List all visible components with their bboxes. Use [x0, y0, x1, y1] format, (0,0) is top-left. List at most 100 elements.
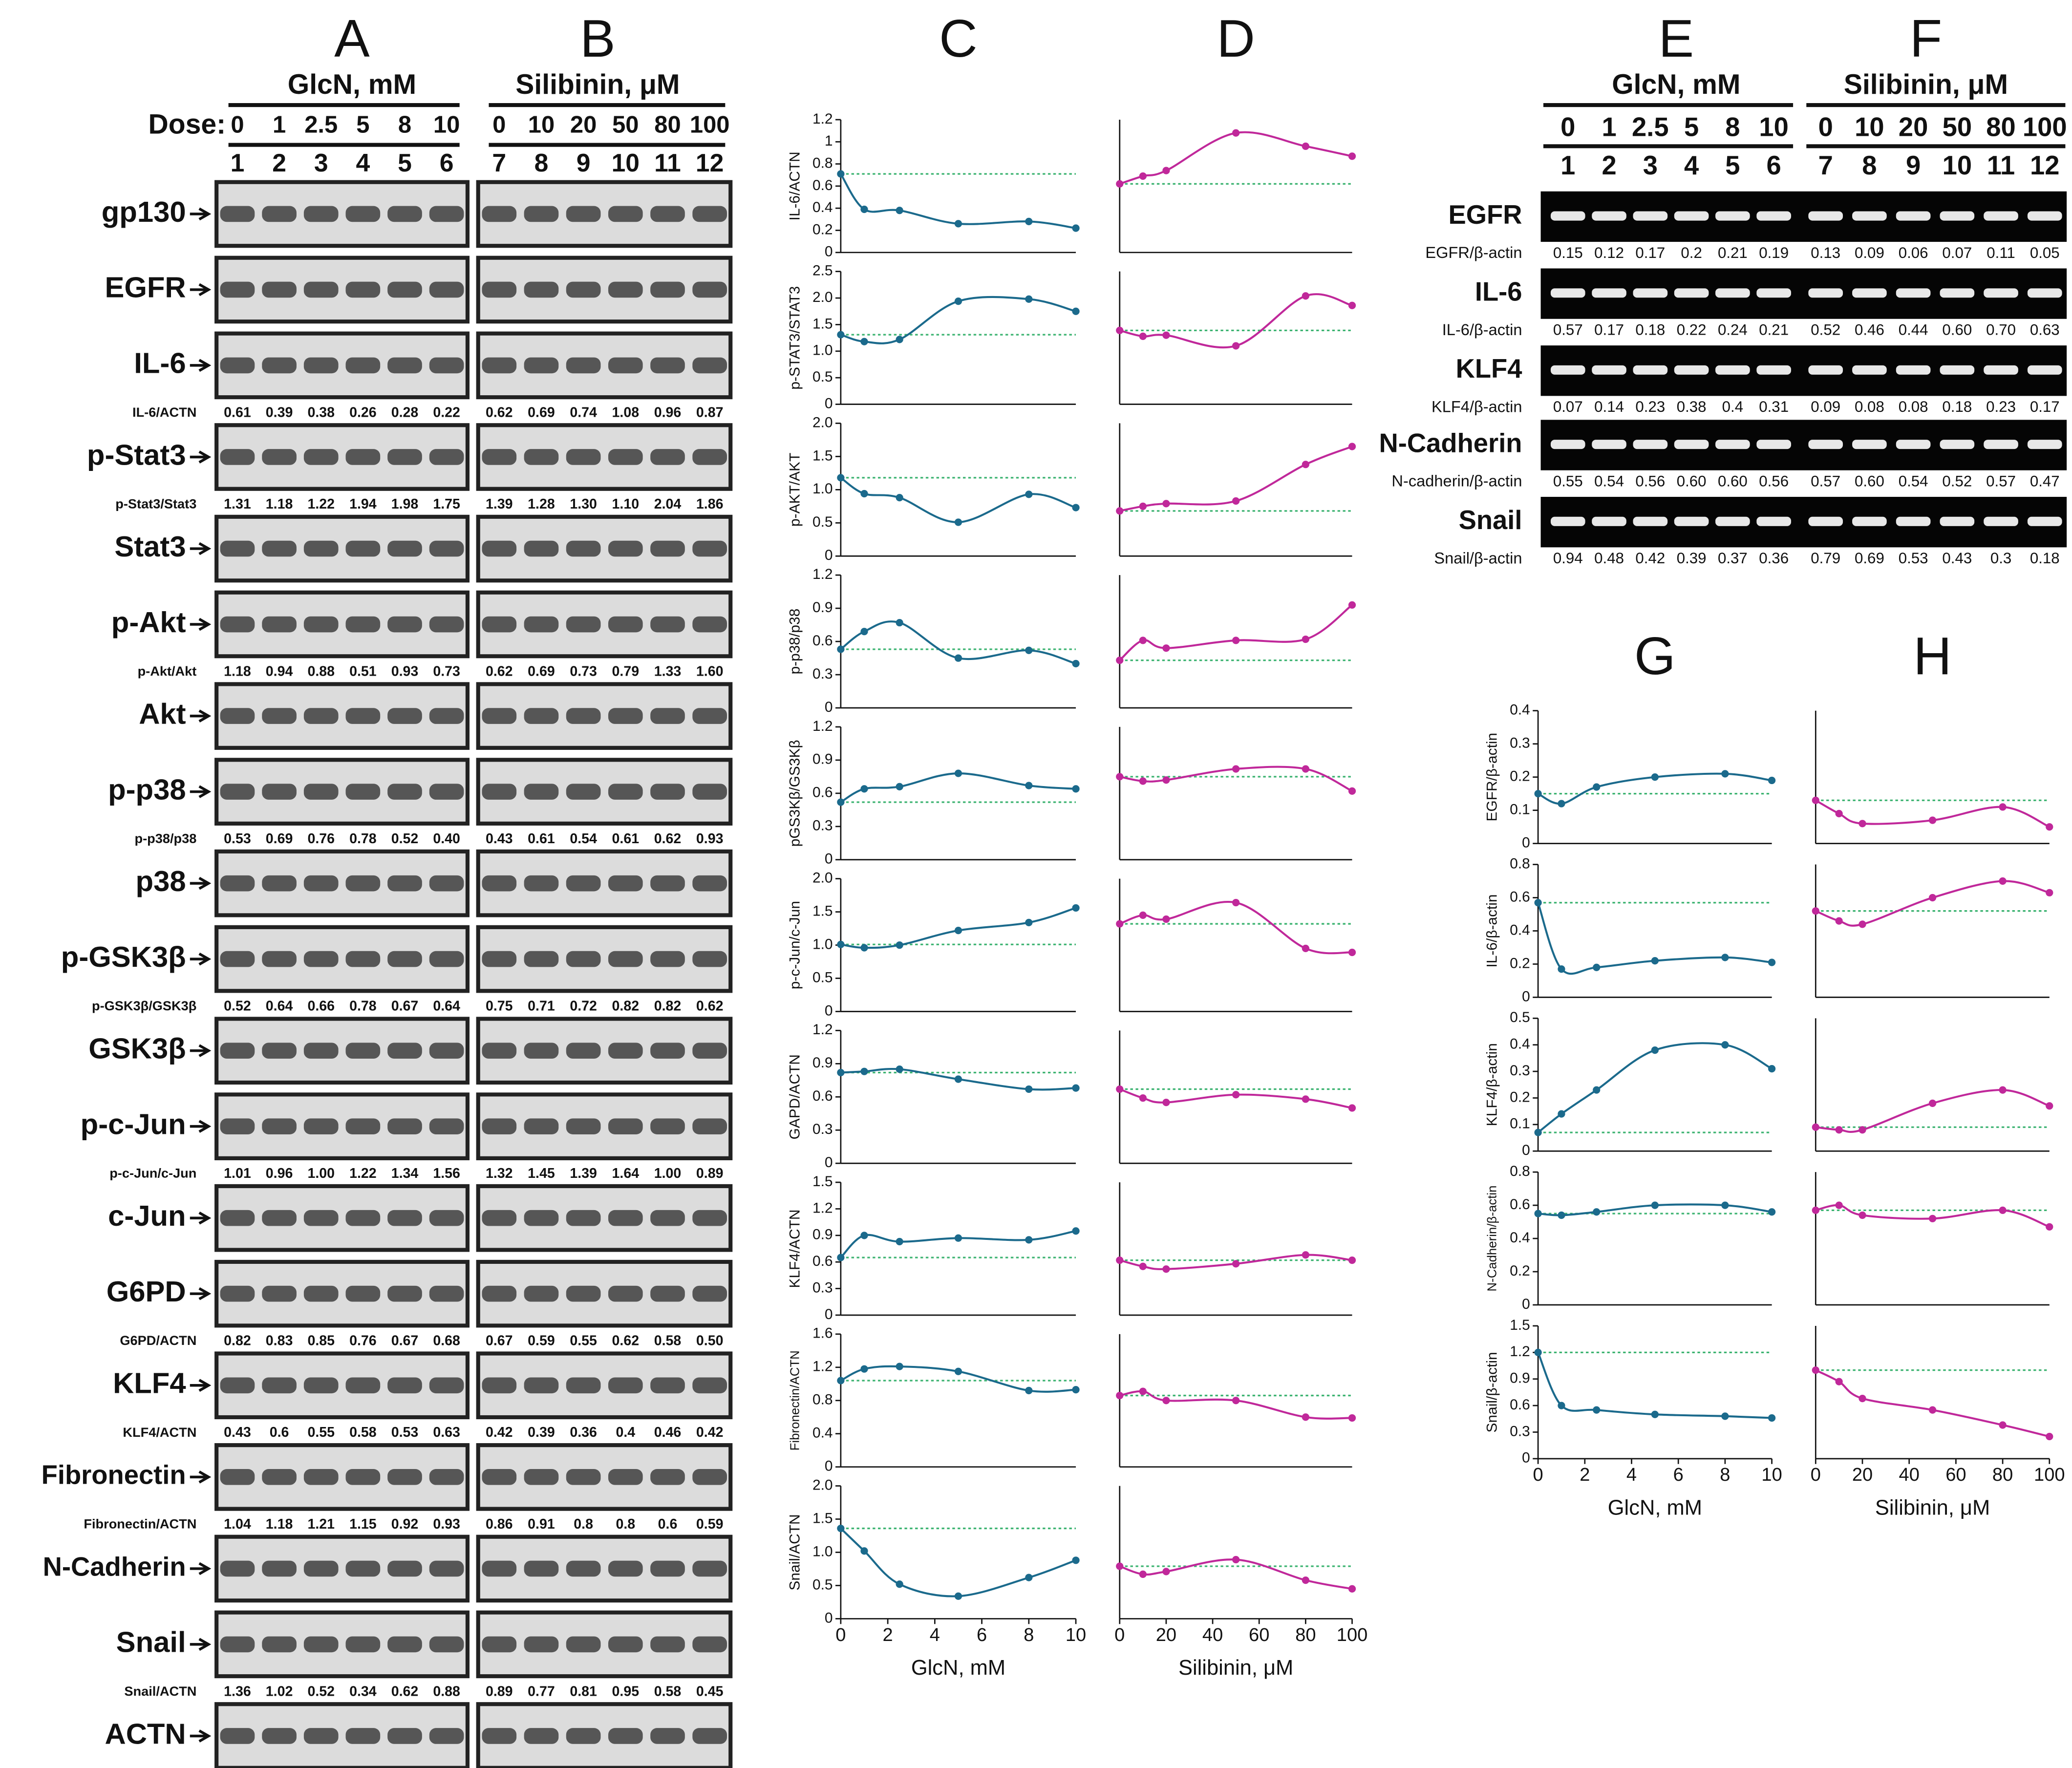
data-point — [1999, 803, 2007, 811]
band — [524, 951, 559, 967]
y-tick-label: 0.5 — [1510, 1009, 1530, 1025]
ratio-value: 0.6 — [658, 1516, 678, 1532]
data-point — [1232, 898, 1240, 907]
y-tick-label: 0.6 — [1510, 889, 1530, 905]
blot — [214, 1702, 470, 1768]
x-axis-label: GlcN, mM — [1608, 1496, 1702, 1520]
gel-band — [1896, 440, 1931, 449]
band — [220, 281, 255, 298]
lane-number: 12 — [696, 149, 724, 177]
band — [220, 206, 255, 222]
blot-label: Stat3 — [114, 530, 186, 563]
gel-band — [1808, 288, 1843, 298]
ratio-value: 0.55 — [1553, 472, 1583, 490]
y-axis-label: EGFR/β-actin — [1484, 733, 1500, 822]
data-point — [1348, 152, 1356, 160]
lane-number: 10 — [1943, 150, 1972, 180]
band — [650, 951, 685, 967]
data-line — [1119, 293, 1353, 349]
band — [262, 540, 297, 557]
band — [608, 1118, 643, 1134]
band — [608, 1728, 643, 1744]
data-point — [1593, 1208, 1601, 1216]
data-line — [1119, 131, 1352, 185]
data-point — [860, 1365, 868, 1373]
data-point — [1768, 1065, 1776, 1073]
data-point — [1116, 1085, 1124, 1093]
data-point — [1072, 307, 1080, 315]
ratio-value: 1.15 — [349, 1516, 377, 1532]
gel-band — [1852, 516, 1887, 526]
lane-number: 2 — [272, 149, 286, 177]
band — [524, 1285, 559, 1302]
y-tick-label: 1.6 — [812, 1325, 833, 1342]
ratio-value: 0.22 — [1677, 321, 1707, 338]
gel-band — [1633, 365, 1668, 375]
data-point — [1072, 904, 1080, 912]
lane-number: 3 — [314, 149, 328, 177]
data-point — [1302, 1251, 1309, 1259]
dose: 20 — [570, 111, 597, 138]
ratio-label: p-c-Jun/c-Jun — [109, 1166, 196, 1181]
data-point — [1348, 301, 1356, 309]
y-tick-label: 0.3 — [812, 666, 833, 682]
y-tick-label: 1.0 — [812, 481, 833, 497]
y-tick-label: 0.9 — [812, 751, 833, 767]
band — [262, 616, 297, 633]
band — [262, 1636, 297, 1653]
band — [429, 1469, 464, 1485]
data-point — [1025, 782, 1033, 789]
band — [303, 708, 339, 724]
data-point — [1835, 1201, 1843, 1209]
y-tick-label: 0 — [825, 244, 833, 260]
band — [429, 1285, 464, 1302]
blot — [476, 1092, 733, 1160]
y-tick-label: 0.6 — [812, 633, 833, 649]
data-point — [954, 1075, 962, 1083]
band — [692, 875, 727, 892]
data-point — [1928, 1099, 1937, 1107]
band — [262, 875, 297, 892]
data-point — [1812, 1123, 1819, 1131]
y-tick-label: 2.0 — [812, 870, 833, 886]
blot — [476, 1443, 733, 1511]
ratio-value: 0.43 — [1942, 550, 1972, 567]
blot — [214, 682, 470, 750]
ratio-value: 0.95 — [612, 1683, 640, 1699]
data-line — [840, 1528, 1076, 1598]
band — [608, 357, 643, 374]
ratio-value: 0.21 — [1759, 321, 1789, 338]
data-point — [1721, 1041, 1729, 1049]
ratio-value: 0.07 — [1553, 398, 1583, 415]
band — [429, 951, 464, 967]
data-point — [1928, 1406, 1937, 1414]
band — [220, 1469, 255, 1485]
gel-band — [1808, 440, 1843, 449]
data-point — [1116, 180, 1124, 188]
data-point — [1162, 167, 1170, 174]
ratio-value: 1.64 — [612, 1166, 640, 1181]
data-line — [1815, 1369, 2050, 1438]
ratio-label: Snail/β-actin — [1434, 549, 1522, 567]
band — [692, 1728, 727, 1744]
ratio-value: 0.54 — [1899, 472, 1928, 490]
dose: 50 — [1943, 112, 1972, 142]
x-tick-label: 60 — [1249, 1625, 1269, 1645]
band — [345, 875, 381, 892]
ratio-value: 0.69 — [266, 831, 293, 847]
arrow — [190, 283, 212, 297]
y-tick-label: 0.4 — [1510, 702, 1530, 718]
x-tick-label: 40 — [1202, 1625, 1223, 1645]
band — [692, 1210, 727, 1226]
y-axis-label: N-Cadherin/β-actin — [1486, 1186, 1499, 1292]
y-tick-label: 1.2 — [812, 1200, 833, 1216]
band — [692, 708, 727, 724]
ratio-value: 0.54 — [570, 831, 597, 847]
data-point — [1768, 1414, 1776, 1422]
ratio-value: 0.89 — [486, 1683, 513, 1699]
lane-number: 11 — [1987, 150, 2015, 180]
ratio-value: 0.42 — [1635, 550, 1665, 567]
gel-band — [1984, 440, 2018, 449]
data-point — [1232, 342, 1240, 350]
band — [345, 1285, 381, 1302]
